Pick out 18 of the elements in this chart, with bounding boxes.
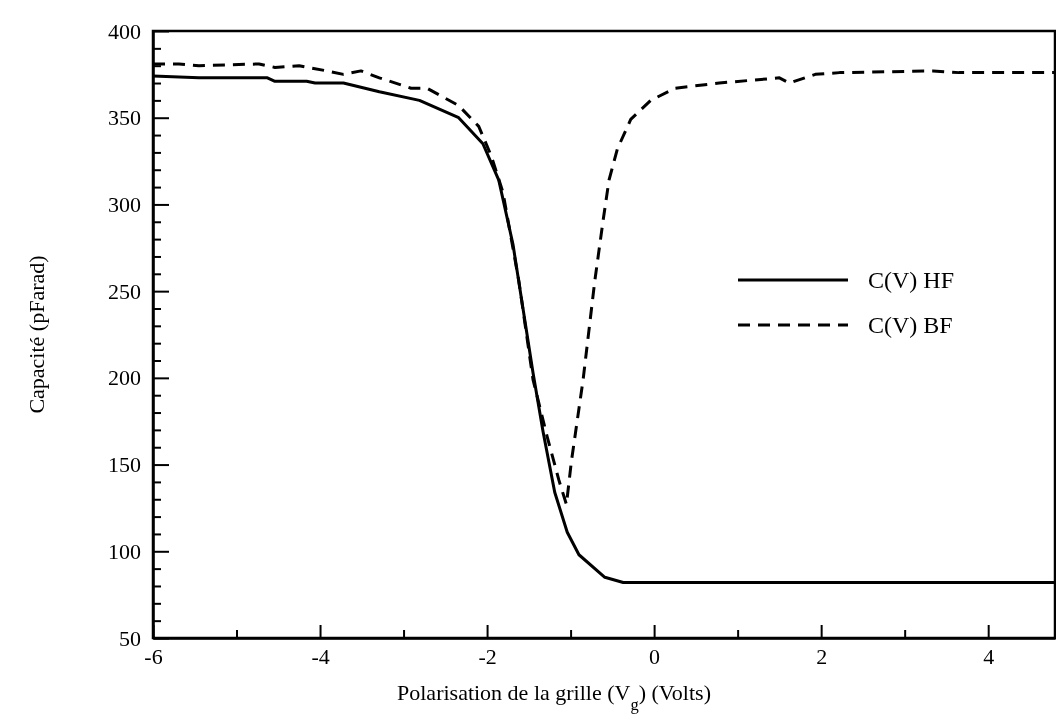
y-tick-label: 100	[108, 538, 141, 564]
x-tick-label: 4	[983, 643, 995, 669]
legend-label: C(V) HF	[868, 267, 955, 293]
x-tick-label: -2	[478, 643, 497, 669]
legend-label: C(V) BF	[868, 312, 953, 338]
x-tick-label: 2	[816, 643, 828, 669]
x-tick-label: -6	[144, 643, 163, 669]
y-tick-label: 150	[108, 452, 141, 478]
x-axis-title: Polarisation de la grille (V$_{g}$) (Volts)	[397, 680, 711, 714]
y-tick-label: 200	[108, 365, 141, 391]
x-tick-label: 0	[649, 643, 661, 669]
y-tick-label: 300	[108, 191, 141, 217]
y-tick-label: 400	[108, 18, 141, 44]
y-axis-title: Capacité (pFarad)	[24, 255, 49, 414]
x-tick-label: -4	[311, 643, 330, 669]
y-tick-label: 350	[108, 105, 141, 131]
y-tick-label: 250	[108, 278, 141, 304]
y-tick-label: 50	[119, 625, 141, 651]
